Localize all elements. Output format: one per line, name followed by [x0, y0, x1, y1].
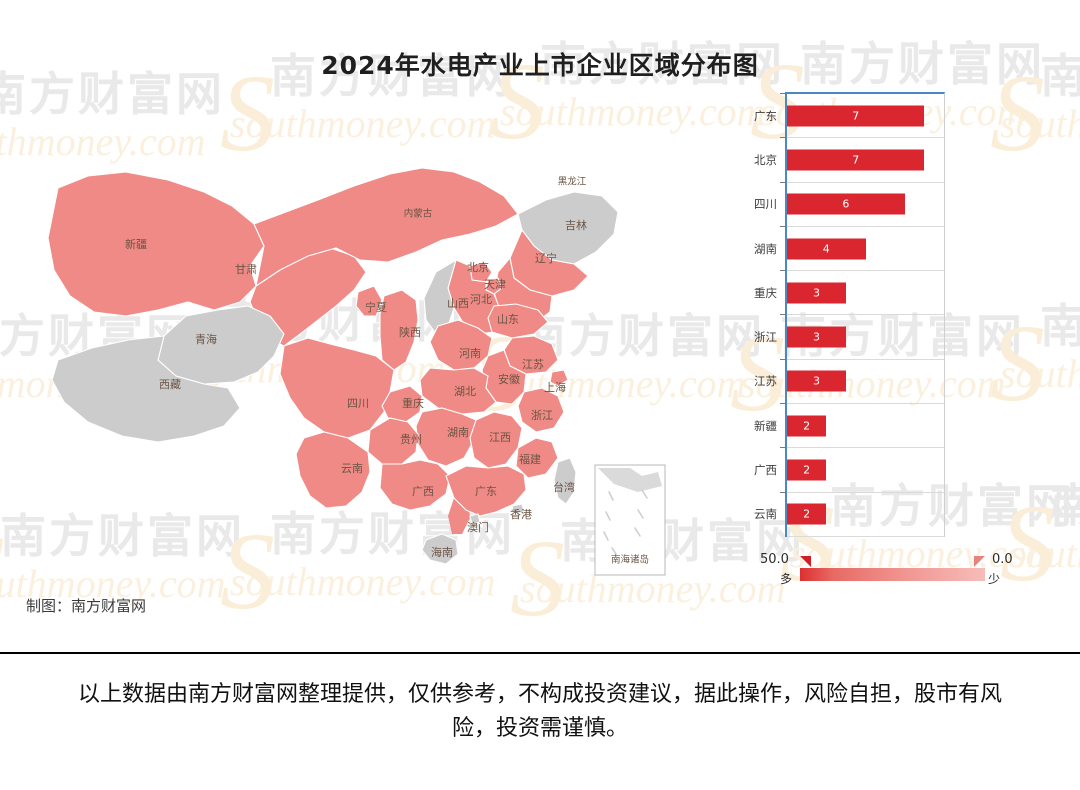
chart-bar[interactable]: 3 [787, 282, 846, 304]
map-province-8[interactable] [469, 261, 493, 283]
axis-tick [780, 137, 786, 139]
chart-bar[interactable]: 3 [787, 326, 846, 348]
chart-row: 广西 2 [754, 447, 944, 493]
chart-bar-value: 7 [852, 153, 860, 167]
chart-bar[interactable]: 2 [787, 459, 827, 481]
axis-tick [780, 93, 786, 94]
chart-bar-value: 2 [803, 507, 811, 521]
axis-tick [780, 403, 786, 405]
map-svg: 新疆甘肃青海西藏内蒙古黑龙江吉林辽宁北京天津河北山西山东宁夏陕西河南江苏安徽上海… [47, 167, 666, 576]
map-province-27[interactable] [295, 431, 371, 509]
footer-disclaimer: 以上数据由南方财富网整理提供，仅供参考，不构成投资建议，据此操作，风险自担，股市… [77, 682, 1002, 741]
chart-category-label: 重庆 [754, 285, 777, 300]
map-province-28[interactable] [379, 459, 451, 511]
map-province-32[interactable] [469, 513, 481, 525]
south-china-sea-inset: 南海诸岛 [594, 464, 666, 576]
chart-bar-value: 6 [842, 197, 850, 211]
china-choropleth-map: 新疆 甘肃 青海 西藏 内蒙古 黑龙江 吉林 辽宁 北京 天津 河北 山西 山东 宁夏 陕西 河南 江苏 安徽 上海… [18, 120, 718, 590]
chart-bar[interactable]: 2 [787, 415, 827, 437]
chart-bar-value: 3 [812, 374, 820, 388]
chart-row: 新疆 2 [754, 403, 944, 449]
chart-row: 重庆 3 [754, 270, 944, 316]
legend-min-value: 0.0 [992, 552, 1013, 567]
map-province-4[interactable] [253, 167, 519, 288]
chart-category-label: 浙江 [754, 330, 777, 345]
map-province-14[interactable] [379, 289, 419, 371]
chart-bar[interactable]: 4 [787, 238, 866, 260]
chart-row: 湖南 4 [754, 225, 944, 272]
legend-marker-high-icon [800, 556, 811, 567]
chart-bar[interactable]: 2 [787, 503, 827, 525]
chart-bar-value: 7 [852, 109, 860, 123]
chart-plot-area: 广东 7 北京 7 四川 6 湖南 4 重庆 3 浙江 3 江苏 3 新疆 2 广西 2 云南 2 [754, 92, 945, 537]
chart-bar[interactable]: 3 [787, 370, 846, 392]
chart-bar-value: 2 [803, 463, 811, 477]
chart-row: 云南 2 [754, 491, 944, 537]
chart-bar-value: 4 [822, 242, 830, 256]
chart-bar[interactable]: 7 [787, 105, 925, 127]
map-province-12[interactable] [487, 303, 549, 339]
chart-bar-value: 3 [812, 286, 820, 300]
map-province-20[interactable] [279, 337, 395, 439]
map-province-31[interactable] [511, 503, 525, 515]
map-province-0[interactable] [47, 171, 265, 317]
map-province-30[interactable] [553, 457, 577, 505]
credit-text: 制图：南方财富网 [26, 597, 147, 615]
map-province-label: 黑龙江 [558, 176, 587, 188]
map-province-3[interactable] [51, 335, 241, 443]
chart-category-label: 云南 [754, 507, 777, 522]
axis-tick [780, 270, 786, 272]
chart-category-label: 广西 [754, 463, 777, 478]
chart-bar-value: 3 [812, 330, 820, 344]
footer-divider [0, 652, 1080, 654]
chart-category-label: 四川 [754, 197, 777, 212]
legend-min-word: 少 [988, 572, 1001, 586]
legend-marker-low-icon [974, 556, 985, 567]
map-province-15[interactable] [429, 319, 493, 371]
map-province-18[interactable] [549, 369, 569, 387]
legend-max-word: 多 [780, 572, 793, 586]
axis-tick [780, 314, 786, 316]
map-province-25[interactable] [367, 417, 419, 465]
map-province-33[interactable] [421, 533, 459, 565]
chart-category-label: 新疆 [754, 418, 777, 433]
map-province-23[interactable] [415, 407, 477, 467]
color-scale-legend: 50.0 0.0 多 少 [760, 552, 1035, 594]
map-province-13[interactable] [355, 285, 383, 317]
chart-bar-value: 2 [803, 419, 811, 433]
axis-tick [780, 447, 786, 449]
chart-row: 四川 6 [754, 181, 944, 227]
map-province-21[interactable] [381, 385, 423, 423]
chart-row: 浙江 3 [754, 314, 944, 360]
map-province-22[interactable] [517, 387, 565, 433]
legend-max-value: 50.0 [760, 552, 789, 567]
chart-category-label: 江苏 [754, 374, 777, 389]
map-province-24[interactable] [469, 411, 523, 469]
chart-row: 北京 7 [754, 137, 944, 183]
region-bar-chart: 广东 7 北京 7 四川 6 湖南 4 重庆 3 浙江 3 江苏 3 新疆 2 广西 2 云南 2 [735, 92, 950, 537]
chart-category-label: 广东 [754, 108, 777, 123]
map-province-2[interactable] [157, 305, 285, 385]
page-title: 2024年水电产业上市企业区域分布图 [321, 51, 759, 80]
chart-row: 江苏 3 [754, 358, 944, 405]
axis-tick [780, 181, 786, 183]
axis-tick [780, 358, 786, 360]
chart-category-label: 湖南 [754, 241, 777, 256]
chart-bar[interactable]: 7 [787, 149, 925, 171]
chart-row: 广东 7 [754, 93, 944, 139]
map-province-29[interactable] [445, 465, 527, 517]
map-province-26[interactable] [515, 437, 559, 479]
axis-tick [780, 491, 786, 493]
chart-category-label: 北京 [754, 152, 777, 167]
map-province-19[interactable] [419, 367, 497, 415]
chart-bar[interactable]: 6 [787, 193, 905, 215]
axis-tick [780, 225, 786, 227]
legend-gradient-bar [800, 568, 985, 581]
